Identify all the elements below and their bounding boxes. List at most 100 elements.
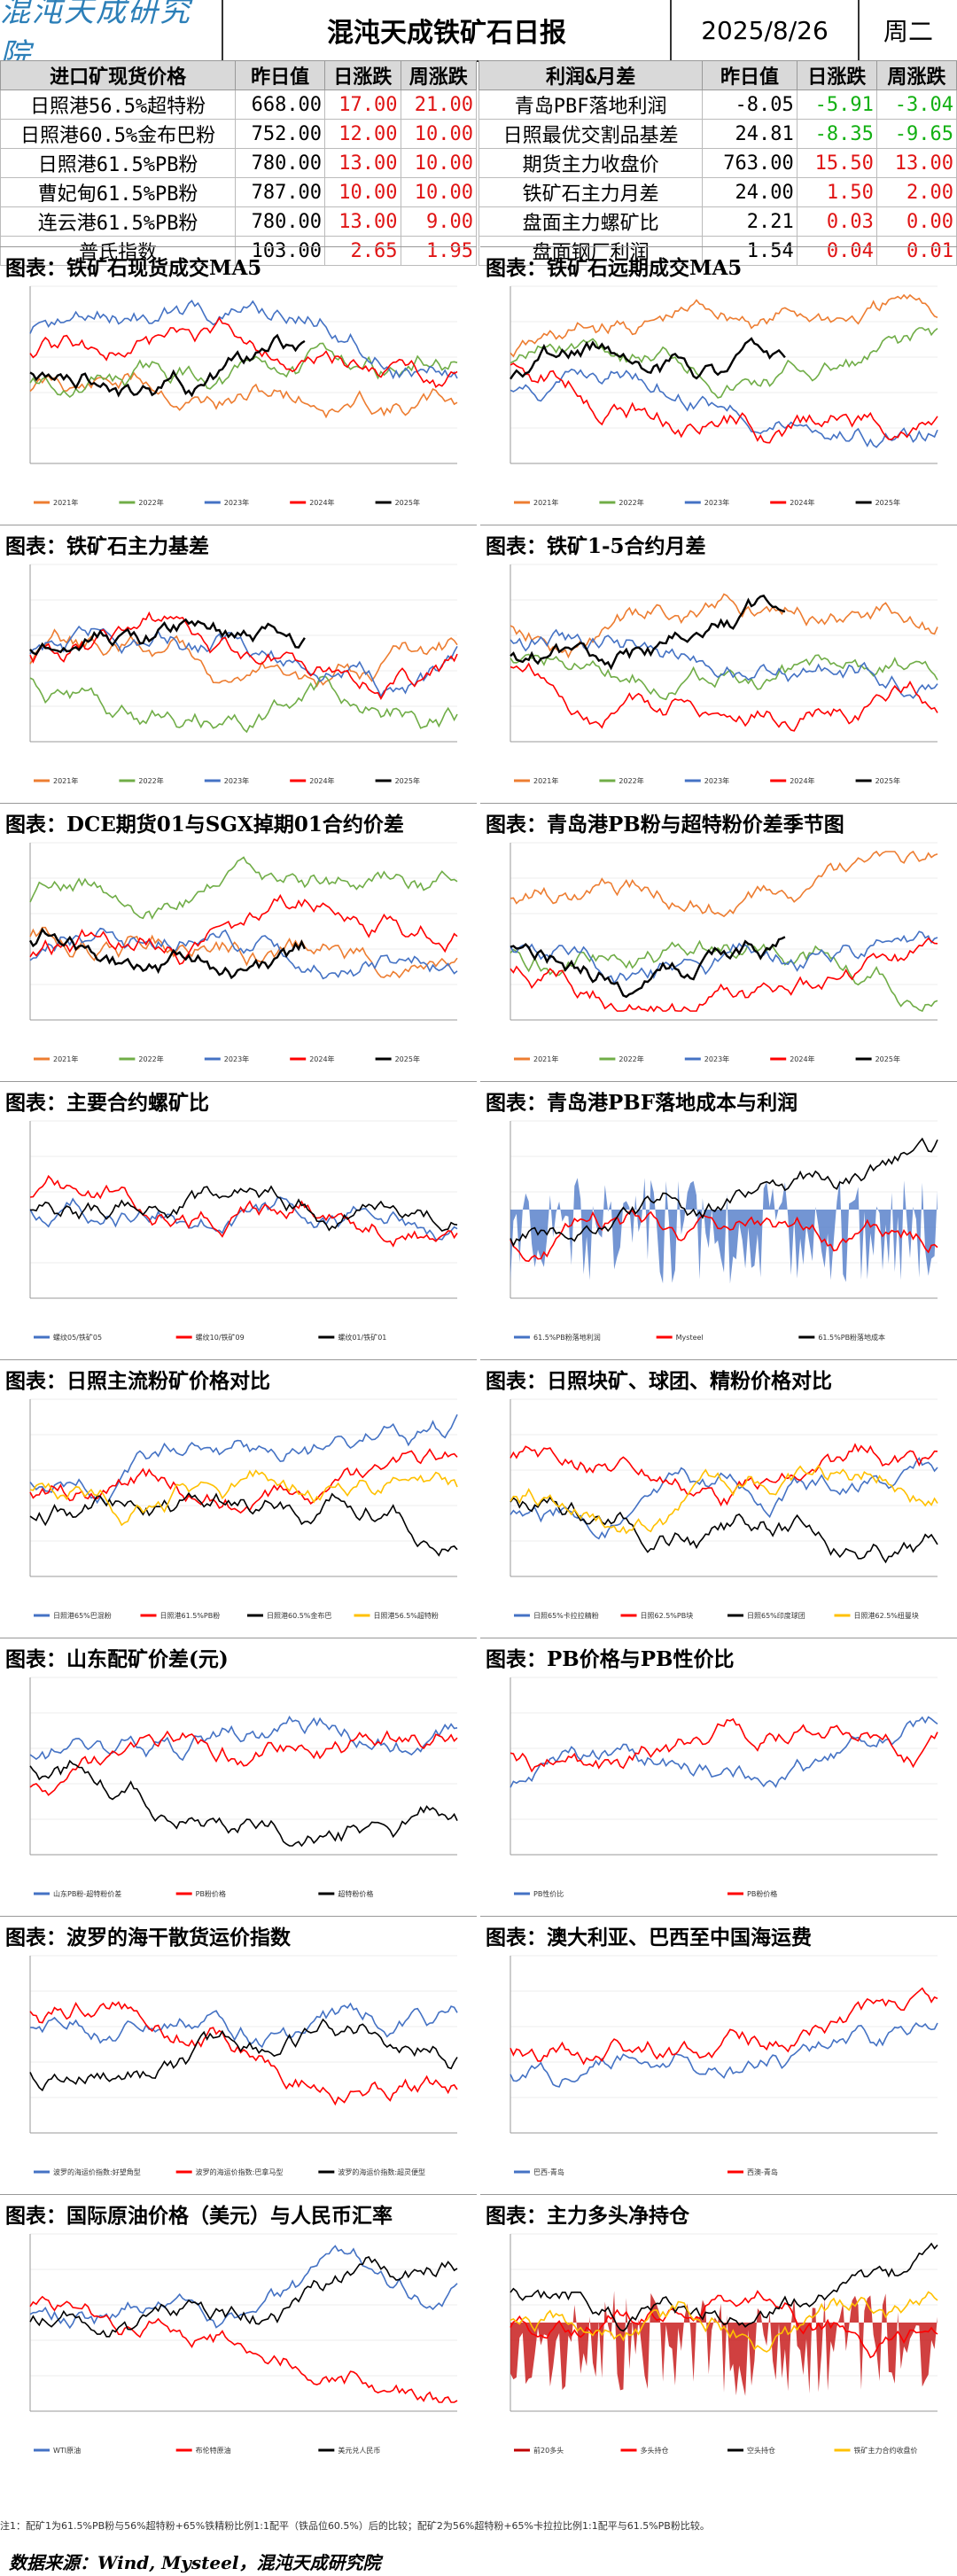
series-line — [29, 618, 306, 656]
legend-label: 2021年 — [533, 498, 558, 507]
table-row: 期货主力收盘价 763.00 15.50 13.00 — [478, 148, 957, 178]
legend-label: 2023年 — [224, 1055, 249, 1063]
legend-label: 日照65%印度球团 — [747, 1611, 805, 1620]
chart-panel-p5: 图表：DCE期货01与SGX掉期01合约价差 2021年 2022年 2023年 202… — [0, 803, 477, 1080]
chart-svg: 巴西-青岛 西澳-青岛 — [510, 1955, 938, 2176]
legend-label: 日照港65%巴混粉 — [53, 1611, 112, 1620]
series-line — [510, 1210, 938, 1263]
legend-label: 山东PB粉-超特粉价差 — [53, 1889, 121, 1898]
cell-value: 780.00 — [235, 206, 326, 237]
legend-label: 2024年 — [790, 776, 814, 785]
row-label: 日照港61.5%PB粉 — [0, 148, 237, 178]
cell-value: 10.00 — [324, 177, 401, 207]
cell-value: 787.00 — [235, 177, 326, 207]
report-header: 混沌天成研究院 混沌天成铁矿石日报 2025/8/26 周二 — [0, 0, 957, 73]
chart-title: 图表：铁矿石现货成交MA5 — [5, 256, 262, 280]
col-header: 进口矿现货价格 — [0, 60, 237, 90]
cell-value: 17.00 — [324, 89, 401, 120]
spot-price-table: 进口矿现货价格 昨日值 日涨跌 周涨跌 日照港56.5%超特粉 668.00 17.… — [0, 60, 478, 266]
cell-value: 24.00 — [702, 177, 798, 207]
legend-label: 2022年 — [619, 498, 643, 507]
series-line — [29, 342, 458, 399]
legend-label: 2021年 — [533, 1055, 558, 1063]
chart-svg: 2021年 2022年 2023年 2024年 2025年 — [29, 285, 458, 507]
cell-value: 1.50 — [796, 177, 877, 207]
cell-value: 2.65 — [324, 236, 401, 266]
legend-label: 2025年 — [395, 1055, 420, 1063]
legend-label: 巴西-青岛 — [533, 2167, 564, 2176]
table-row: 普氏指数 103.00 2.65 1.95 — [0, 236, 478, 266]
series-line — [29, 2002, 458, 2049]
legend-label: PB粉价格 — [747, 1889, 777, 1898]
cell-value: 9.00 — [400, 206, 478, 237]
table-row: 铁矿石主力月差 24.00 1.50 2.00 — [478, 177, 957, 207]
legend-label: 2024年 — [790, 498, 814, 507]
chart-title: 图表：山东配矿价差(元) — [5, 1647, 229, 1671]
col-header: 周涨跌 — [875, 60, 957, 90]
legend-label: 2023年 — [224, 498, 249, 507]
series-line — [510, 1496, 938, 1564]
col-header: 利润&月差 — [478, 60, 704, 90]
series-line — [510, 1137, 938, 1248]
series-line — [29, 927, 458, 980]
legend-label: PB性价比 — [533, 1889, 564, 1898]
col-header: 日涨跌 — [796, 60, 877, 90]
profit-spread-table: 利润&月差 昨日值 日涨跌 周涨跌 青岛PBF落地利润 -8.05 -5.91 -3.… — [478, 60, 957, 266]
series-line — [29, 893, 458, 966]
cell-value: 13.00 — [324, 148, 401, 178]
table-row: 青岛PBF落地利润 -8.05 -5.91 -3.04 — [478, 89, 957, 120]
legend-label: 布伦特原油 — [196, 2446, 231, 2455]
legend-label: 西澳-青岛 — [747, 2167, 778, 2176]
legend-label: 螺纹05/铁矿05 — [53, 1333, 102, 1342]
series-line — [510, 936, 786, 999]
series-line — [29, 625, 458, 698]
chart-svg: 2021年 2022年 2023年 2024年 2025年 — [510, 842, 938, 1063]
series-line — [29, 2295, 458, 2403]
legend-label: 2021年 — [53, 776, 78, 785]
series-line — [510, 653, 938, 701]
cell-value: 10.00 — [400, 148, 478, 178]
series-line — [29, 316, 458, 388]
cell-value: 0.03 — [796, 206, 877, 237]
legend-label: 日照62.5%PB块 — [641, 1611, 694, 1620]
series-line — [510, 1443, 938, 1507]
brand-logo: 混沌天成研究院 — [0, 0, 222, 73]
col-header: 昨日值 — [235, 60, 326, 90]
legend-label: 日照港61.5%PB粉 — [160, 1611, 221, 1620]
series-line — [510, 368, 938, 448]
series-line — [510, 2021, 938, 2088]
area-series — [510, 2291, 938, 2396]
cell-value: -3.04 — [875, 89, 957, 120]
chart-svg: 波罗的海运价指数:好望角型 波罗的海运价指数:巴拿马型 波罗的海运价指数:超灵便型 — [29, 1955, 458, 2176]
legend-label: 波罗的海运价指数:巴拿马型 — [196, 2167, 284, 2176]
chart-panel-p16: 图表：主力多头净持仓 前20多头 多头持仓 空头持仓 铁矿主力合约收盘价 — [480, 2194, 957, 2471]
chart-title: 图表：铁矿石主力基差 — [5, 534, 209, 558]
cell-value: 12.00 — [324, 119, 401, 149]
legend-label: 2021年 — [53, 498, 78, 507]
chart-title: 图表：主力多头净持仓 — [486, 2204, 689, 2228]
series-line — [29, 1196, 458, 1241]
row-label: 日照港60.5%金布巴粉 — [0, 119, 237, 149]
series-line — [510, 662, 938, 732]
chart-title: 图表：波罗的海干散货运价指数 — [5, 1926, 291, 1950]
series-line — [510, 2291, 938, 2353]
chart-panel-p13: 图表：波罗的海干散货运价指数波罗的海运价指数:好望角型 波罗的海运价指数:巴拿马型… — [0, 1916, 477, 2193]
cell-value: 780.00 — [235, 148, 326, 178]
table-row: 日照港56.5%超特粉 668.00 17.00 21.00 — [0, 89, 478, 120]
series-line — [29, 1448, 458, 1514]
table-row: 盘面钢厂利润 1.54 0.04 0.01 — [478, 236, 957, 266]
chart-svg: 2021年 2022年 2023年 2024年 2025年 — [29, 564, 458, 785]
legend-label: 2022年 — [138, 498, 163, 507]
chart-panel-p9: 图表：日照主流粉矿价格对比 日照港65%巴混粉 日照港61.5%PB粉 日照港60.5… — [0, 1359, 477, 1637]
chart-panel-p1: 图表：铁矿石现货成交MA5 2021年 2022年 2023年 2024年 2025年 — [0, 246, 477, 524]
series-line — [29, 2001, 458, 2106]
legend-label: 2022年 — [138, 776, 163, 785]
report-title: 混沌天成铁矿石日报 — [222, 0, 670, 60]
legend-label: 2023年 — [224, 776, 249, 785]
legend-label: 2025年 — [395, 498, 420, 507]
cell-value: 752.00 — [235, 119, 326, 149]
table-row: 曹妃甸61.5%PB粉 787.00 10.00 10.00 — [0, 177, 478, 207]
legend-label: 铁矿主力合约收盘价 — [854, 2446, 918, 2455]
chart-title: 图表：铁矿1-5合约月差 — [486, 534, 706, 558]
table-row: 日照港61.5%PB粉 780.00 13.00 10.00 — [0, 148, 478, 178]
